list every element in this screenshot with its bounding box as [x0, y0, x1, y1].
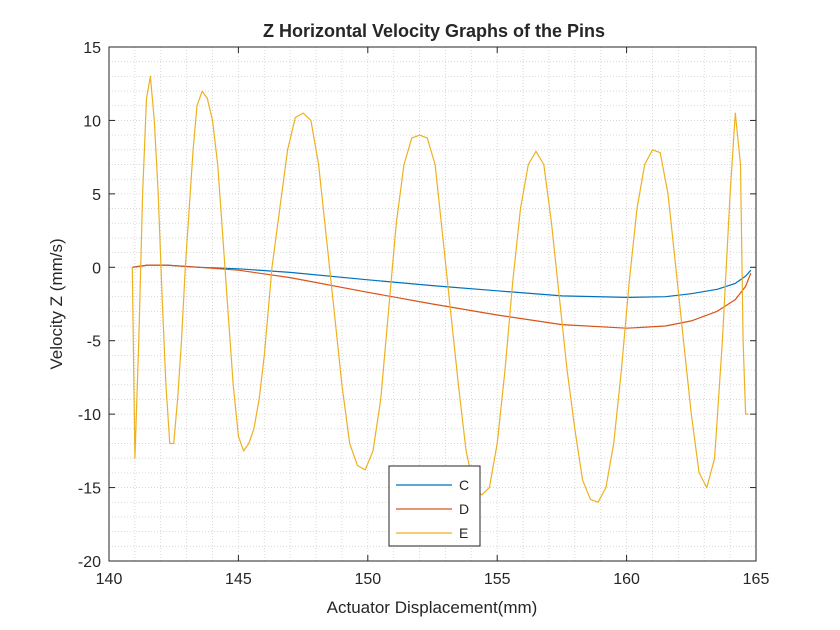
series-group — [131, 75, 752, 503]
legend-label-e: E — [459, 525, 468, 541]
y-tick-label: -10 — [78, 407, 101, 424]
x-tick-label: 145 — [225, 571, 252, 588]
y-tick-label: 5 — [92, 187, 101, 204]
x-tick-label: 155 — [484, 571, 511, 588]
chart-title: Z Horizontal Velocity Graphs of the Pins — [263, 21, 605, 41]
series-line-d — [132, 264, 752, 329]
y-tick-label: -15 — [78, 481, 101, 498]
x-axis-label: Actuator Displacement(mm) — [327, 598, 538, 617]
y-tick-label: 0 — [92, 260, 101, 277]
x-tick-label: 150 — [354, 571, 381, 588]
y-tick-label: -5 — [87, 334, 101, 351]
x-tick-label: 165 — [743, 571, 770, 588]
y-tick-label: 10 — [83, 113, 101, 130]
y-tick-label: 15 — [83, 40, 101, 57]
series-line-e — [131, 75, 749, 503]
legend: CDE — [388, 465, 481, 547]
legend-label-d: D — [459, 501, 469, 517]
legend-label-c: C — [459, 477, 469, 493]
y-axis-label: Velocity Z (mm/s) — [47, 238, 66, 369]
y-tick-label: -20 — [78, 554, 101, 571]
plot-border — [108, 46, 757, 562]
x-tick-label: 140 — [96, 571, 123, 588]
x-tick-label: 160 — [613, 571, 640, 588]
ticks-group: 140 145 150 155 160 165 -20 -15 -10 -5 0 5 10 15 — [78, 40, 770, 588]
